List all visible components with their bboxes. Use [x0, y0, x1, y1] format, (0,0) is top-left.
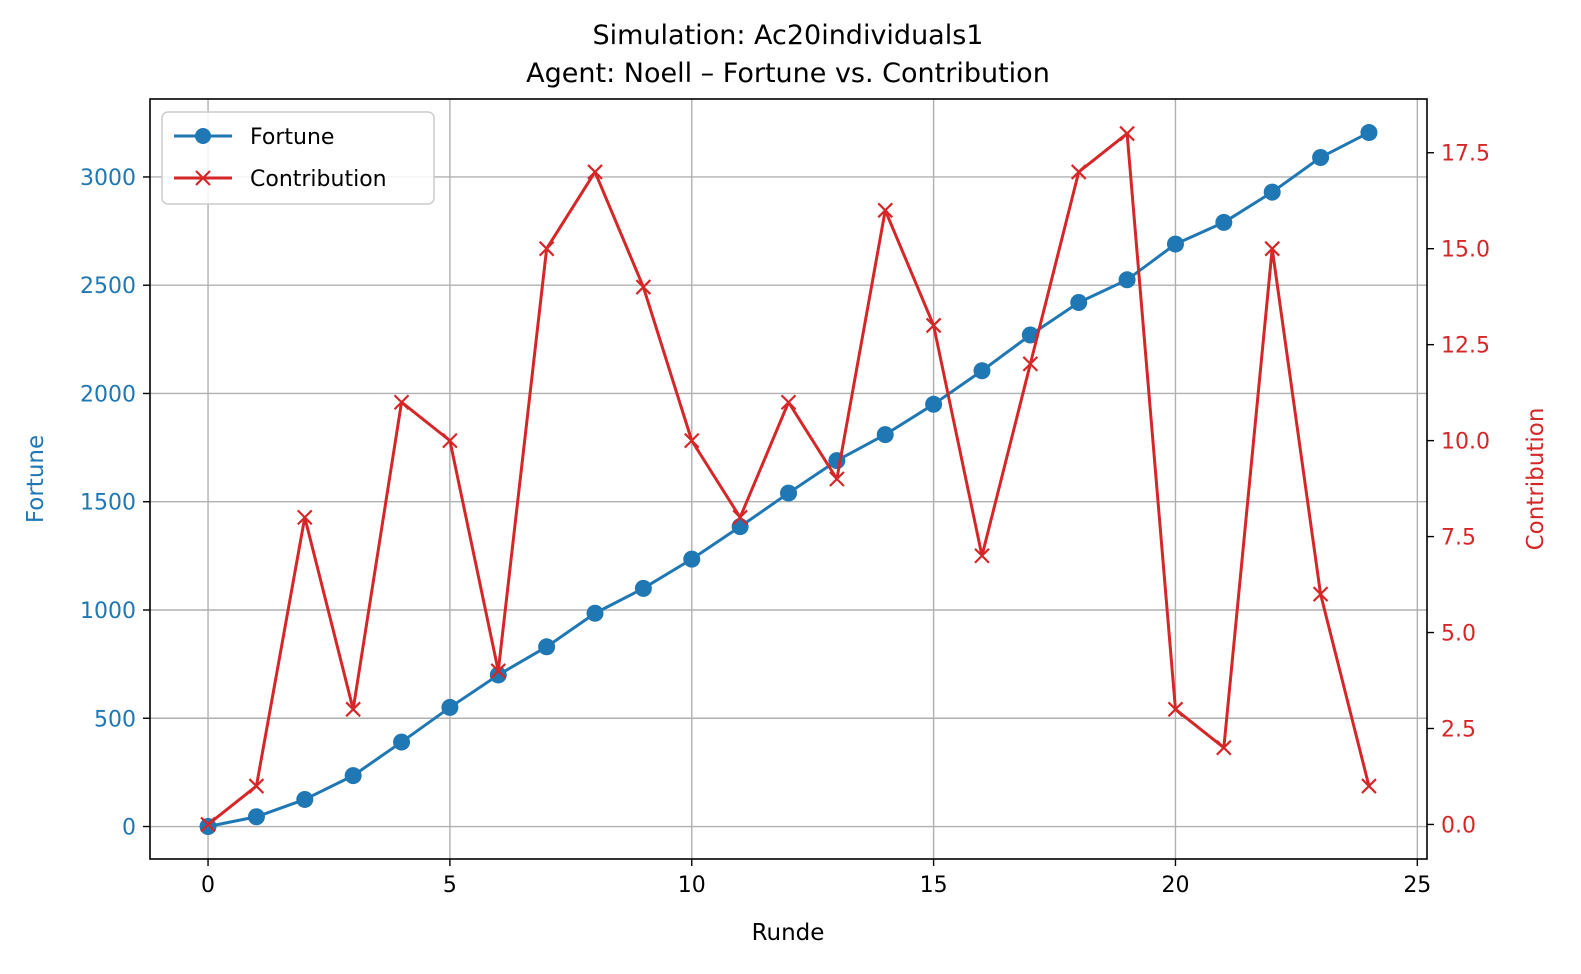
fortune-point	[1263, 183, 1281, 201]
fortune-line	[207, 131, 1370, 828]
fortune-point	[393, 733, 411, 751]
fortune-point	[1312, 148, 1330, 166]
fortune-point	[247, 808, 265, 826]
legend-fortune-marker	[195, 128, 211, 144]
fortune-point	[973, 362, 991, 380]
chart-title-line-1: Simulation: Ac20individuals1	[593, 20, 984, 51]
fortune-point	[1021, 326, 1039, 344]
left-y-axis-label: Fortune	[23, 435, 49, 523]
contribution-line	[207, 132, 1371, 826]
left-y-axis-ticks: 0 500 1000 1500 2000 2500 3000	[80, 166, 150, 841]
fortune-point	[1215, 213, 1233, 231]
contribution-point	[635, 279, 652, 295]
x-tick-label: 10	[678, 873, 706, 898]
contribution-point	[829, 471, 845, 487]
legend: Fortune Contribution	[161, 111, 435, 205]
fortune-point	[1360, 124, 1378, 142]
contribution-point	[1167, 701, 1184, 718]
contribution-point	[1216, 739, 1232, 756]
left-y-tick-label: 2500	[80, 274, 136, 299]
x-axis-ticks: 0 5 10 15 20 25	[201, 859, 1431, 898]
contribution-point	[877, 202, 894, 219]
plot-frame	[149, 98, 1428, 860]
right-y-tick-label: 12.5	[1441, 334, 1490, 359]
contribution-point	[974, 547, 990, 564]
fortune-point	[344, 767, 362, 785]
right-y-axis-label: Contribution	[1523, 408, 1549, 551]
contribution-point	[587, 164, 603, 180]
series-fortune	[199, 124, 1378, 836]
fortune-point	[538, 638, 556, 656]
x-tick-label: 0	[201, 873, 215, 898]
contribution-point	[442, 432, 458, 449]
fortune-point	[683, 550, 701, 568]
fortune-point	[441, 698, 459, 716]
contribution-point	[345, 701, 361, 718]
x-tick-label: 5	[443, 873, 457, 898]
contribution-point	[1264, 240, 1280, 257]
contribution-point	[1361, 778, 1377, 794]
contribution-point	[1312, 586, 1329, 602]
contribution-point	[248, 778, 265, 794]
contribution-point	[1070, 164, 1087, 180]
x-tick-label: 15	[920, 873, 948, 898]
x-axis-label: Runde	[752, 920, 825, 946]
fortune-point	[489, 666, 507, 684]
left-y-tick-label: 0	[122, 816, 136, 841]
contribution-point	[200, 816, 216, 833]
legend-contribution-marker	[195, 170, 211, 186]
fortune-point	[1166, 235, 1184, 253]
right-y-axis-ticks: 0.0 2.5 5.0 7.5 10.0 12.5 15.0 17.5	[1427, 142, 1490, 838]
fortune-point	[876, 426, 894, 444]
grid-lines	[150, 99, 1427, 859]
fortune-point	[780, 484, 797, 502]
x-tick-label: 20	[1161, 873, 1189, 898]
contribution-point	[1022, 356, 1039, 372]
x-tick-label: 25	[1403, 873, 1431, 898]
right-y-tick-label: 2.5	[1441, 717, 1476, 742]
fortune-point	[1070, 294, 1088, 312]
right-y-tick-label: 15.0	[1441, 238, 1490, 263]
contribution-point	[297, 509, 313, 526]
fortune-point	[1118, 271, 1136, 289]
left-y-tick-label: 500	[94, 707, 136, 732]
series-contribution	[200, 125, 1377, 833]
fortune-point	[925, 395, 943, 413]
right-y-tick-label: 0.0	[1441, 813, 1476, 838]
left-y-tick-label: 2000	[80, 382, 136, 407]
contribution-point	[732, 509, 748, 526]
fortune-point	[586, 604, 604, 622]
right-y-tick-label: 5.0	[1441, 622, 1476, 647]
right-y-tick-label: 10.0	[1441, 430, 1490, 455]
fortune-point	[731, 518, 749, 536]
fortune-point	[296, 790, 314, 808]
contribution-point	[925, 317, 942, 334]
contribution-point	[490, 663, 507, 679]
right-y-tick-label: 17.5	[1441, 142, 1490, 167]
left-y-tick-label: 3000	[80, 166, 136, 191]
fortune-point	[828, 452, 846, 470]
fortune-point	[634, 579, 652, 597]
left-y-tick-label: 1500	[80, 491, 136, 516]
contribution-point	[683, 432, 700, 449]
right-y-tick-label: 7.5	[1441, 526, 1476, 551]
chart-title-line-2: Agent: Noell – Fortune vs. Contribution	[526, 58, 1050, 89]
contribution-point	[393, 394, 410, 411]
left-y-tick-label: 1000	[80, 599, 136, 624]
legend-contribution-label: Contribution	[250, 167, 387, 192]
contribution-point	[538, 240, 555, 257]
contribution-point	[780, 394, 797, 411]
contribution-point	[1119, 125, 1135, 142]
legend-fortune-label: Fortune	[250, 125, 334, 150]
